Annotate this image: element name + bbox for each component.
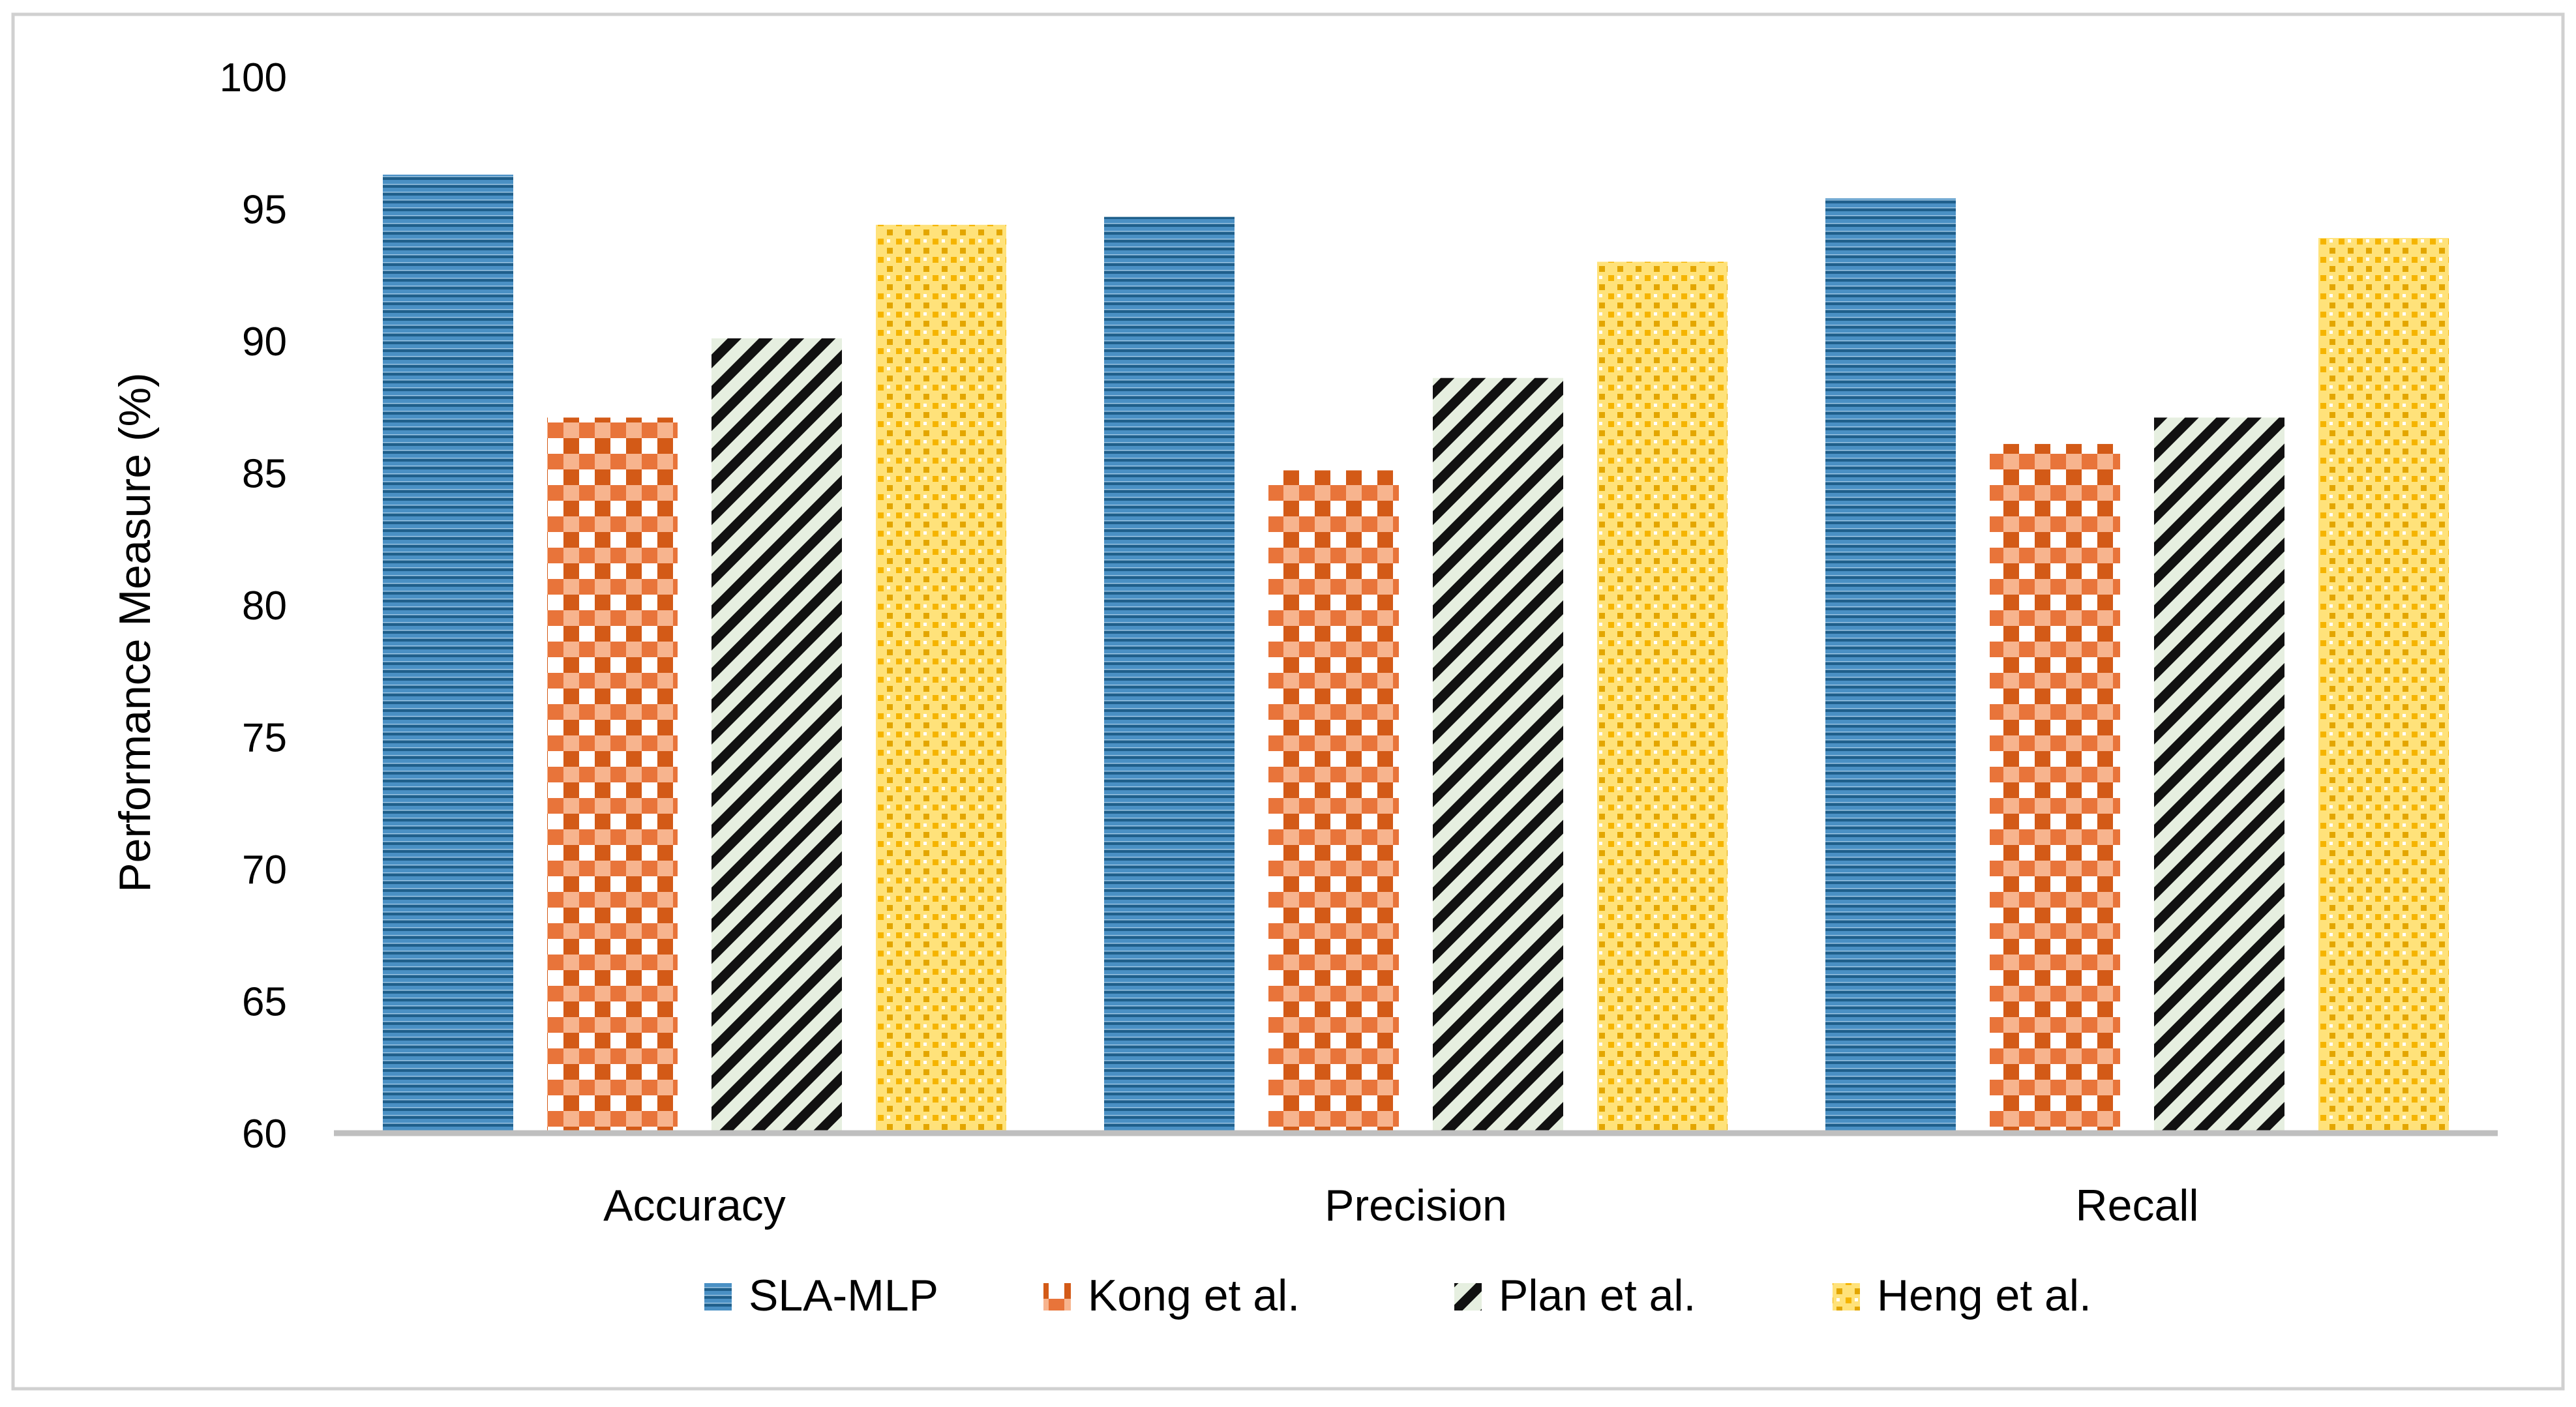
legend-label: SLA-MLP: [749, 1271, 938, 1320]
x-tick-label: Precision: [1325, 1181, 1507, 1230]
bar-heng-et-al-recall: [2318, 238, 2449, 1133]
bar-sla-mlp-accuracy: [383, 174, 513, 1134]
legend-swatch: [1454, 1283, 1482, 1311]
y-axis-ticks: 60 65 70 75 80 85 90 95 100: [220, 55, 287, 1157]
y-tick-label: 65: [242, 980, 287, 1025]
bar-kong-et-al-precision: [1268, 470, 1399, 1133]
x-tick-label: Accuracy: [603, 1181, 786, 1230]
x-axis-labels: Accuracy Precision Recall: [603, 1181, 2198, 1230]
legend-label: Kong et al.: [1088, 1271, 1300, 1320]
legend-swatch: [1833, 1283, 1860, 1311]
y-axis-label: Performance Measure (%): [110, 372, 160, 892]
y-tick-label: 80: [242, 584, 287, 629]
y-tick-label: 90: [242, 319, 287, 364]
bar-kong-et-al-accuracy: [547, 417, 678, 1134]
y-tick-label: 95: [242, 188, 287, 233]
y-tick-label: 100: [220, 55, 287, 100]
bar-plan-et-al-precision: [1433, 378, 1563, 1134]
y-tick-label: 85: [242, 452, 287, 497]
bar-plan-et-al-accuracy: [711, 338, 842, 1134]
legend-swatch: [1043, 1283, 1071, 1311]
legend: SLA-MLP Kong et al. Plan et al. Heng et al.: [704, 1271, 2091, 1320]
bar-kong-et-al-recall: [1990, 443, 2120, 1134]
x-tick-label: Recall: [2076, 1181, 2199, 1230]
bars: [383, 174, 2449, 1134]
bar-plan-et-al-recall: [2154, 417, 2284, 1134]
bar-heng-et-al-accuracy: [876, 224, 1006, 1133]
y-tick-label: 60: [242, 1112, 287, 1157]
legend-label: Heng et al.: [1877, 1271, 2091, 1320]
bar-sla-mlp-precision: [1104, 216, 1235, 1133]
y-tick-label: 70: [242, 848, 287, 893]
legend-label: Plan et al.: [1499, 1271, 1696, 1320]
legend-swatch: [704, 1283, 732, 1311]
bar-heng-et-al-precision: [1597, 261, 1728, 1133]
chart-border: [11, 12, 2565, 1391]
bar-sla-mlp-recall: [1825, 198, 1956, 1133]
y-tick-label: 75: [242, 716, 287, 761]
